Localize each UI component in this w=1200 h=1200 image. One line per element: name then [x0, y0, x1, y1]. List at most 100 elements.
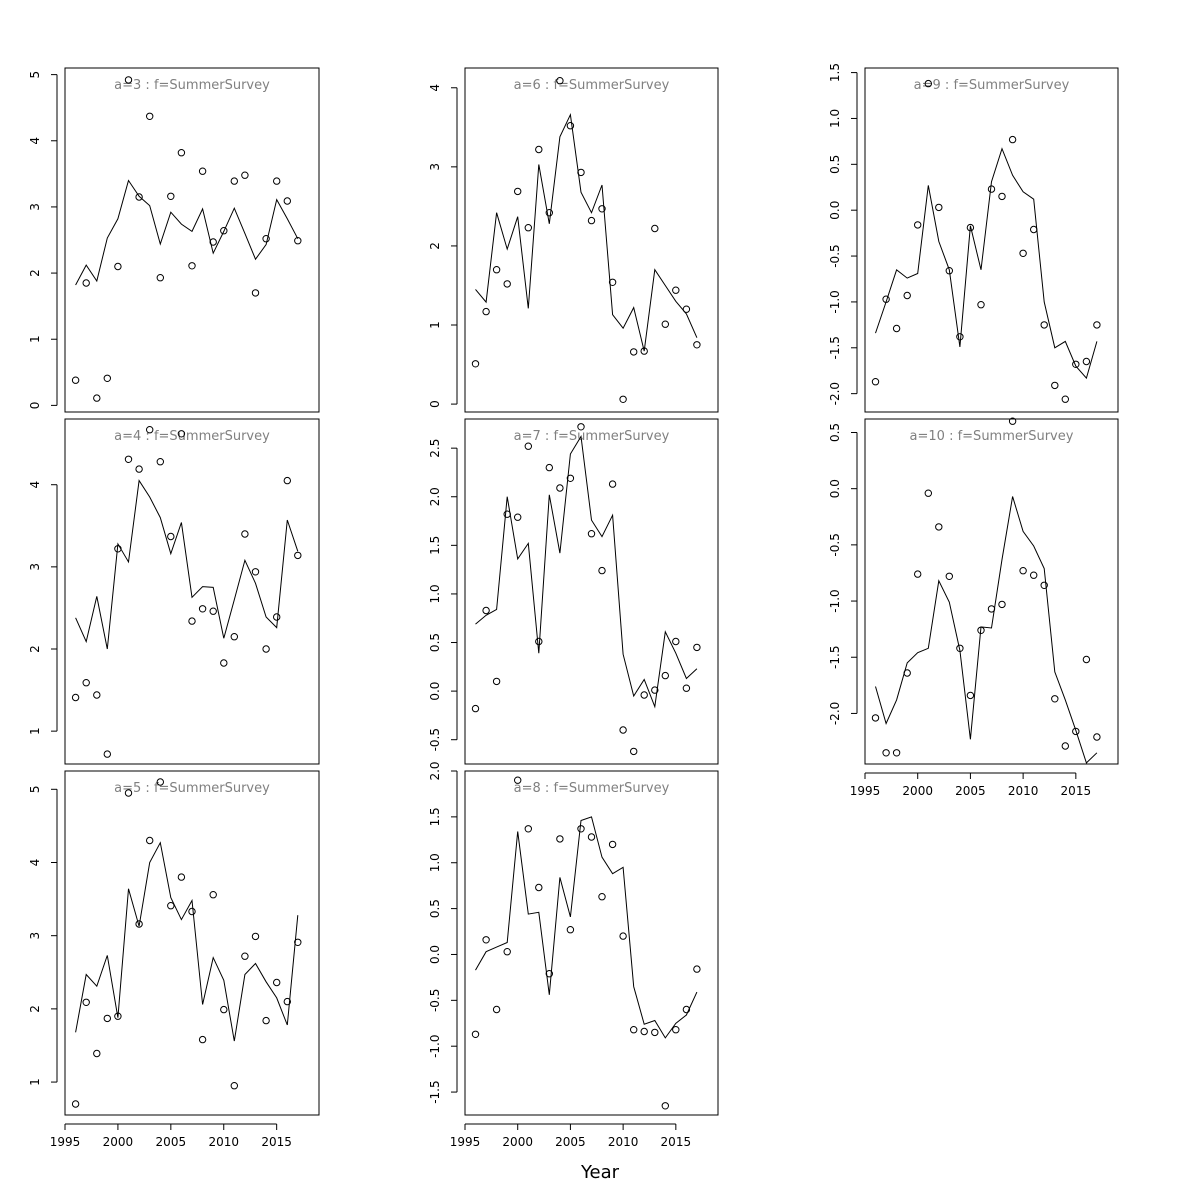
- observed-point: [945, 267, 953, 275]
- observed-point: [294, 938, 302, 946]
- observed-point: [651, 686, 659, 694]
- y-tick-label: 4: [28, 137, 42, 145]
- x-tick-label: 2005: [156, 1135, 187, 1149]
- y-tick-label: 0: [28, 402, 42, 410]
- observed-point: [482, 936, 490, 944]
- observed-point: [587, 530, 596, 538]
- observed-point: [251, 289, 260, 297]
- panel-title: a=7 : f=SummerSurvey: [514, 429, 670, 444]
- observed-point: [220, 659, 228, 667]
- observed-point: [241, 952, 249, 960]
- observed-point: [545, 970, 553, 978]
- observed-point: [283, 197, 291, 205]
- observed-point: [82, 998, 90, 1006]
- observed-point: [503, 280, 511, 288]
- observed-point: [682, 305, 691, 313]
- observed-point: [273, 978, 281, 987]
- observed-point: [230, 177, 239, 185]
- panel-title: a=3 : f=SummerSurvey: [114, 78, 270, 93]
- observed-point: [566, 122, 575, 130]
- observed-point: [672, 286, 680, 294]
- panel-frame: [464, 418, 719, 765]
- fitted-line: [475, 435, 698, 709]
- observed-point: [198, 167, 207, 175]
- observed-point: [1008, 135, 1017, 144]
- observed-point: [608, 278, 617, 286]
- observed-point: [619, 932, 627, 940]
- observed-point: [1093, 321, 1101, 329]
- x-tick-label: 2010: [608, 1135, 639, 1149]
- observed-point: [220, 227, 228, 235]
- observed-point: [198, 1035, 207, 1044]
- observed-point: [188, 262, 196, 270]
- observed-point: [492, 266, 501, 274]
- x-tick-label: 1995: [50, 1135, 81, 1149]
- observed-point: [146, 112, 154, 121]
- observed-point: [545, 463, 553, 472]
- observed-point: [135, 193, 143, 201]
- y-tick-label: 1.5: [428, 536, 442, 555]
- observed-point: [1040, 321, 1048, 329]
- panel-frame: [464, 67, 719, 413]
- observed-point: [914, 570, 922, 578]
- observed-point: [682, 684, 691, 692]
- y-tick-label: 1.0: [428, 853, 442, 872]
- observed-point: [640, 1027, 648, 1036]
- observed-point: [977, 301, 985, 309]
- y-tick-label: 5: [28, 71, 42, 79]
- observed-point: [167, 532, 175, 541]
- observed-point: [93, 1049, 101, 1058]
- observed-point: [998, 192, 1006, 201]
- x-tick-label: 2015: [261, 1135, 292, 1149]
- observed-point: [503, 948, 511, 956]
- observed-point: [146, 426, 154, 434]
- observed-point: [651, 1028, 659, 1037]
- observed-point: [587, 833, 596, 841]
- observed-point: [871, 714, 880, 722]
- observed-point: [1072, 360, 1080, 368]
- observed-point: [693, 341, 701, 349]
- observed-point: [156, 778, 165, 786]
- fitted-line: [875, 496, 1098, 764]
- observed-point: [1051, 381, 1059, 390]
- observed-point: [956, 333, 964, 341]
- observed-point: [471, 1030, 480, 1039]
- observed-point: [693, 965, 701, 973]
- observed-point: [619, 726, 627, 734]
- y-tick-label: 0.0: [828, 479, 842, 498]
- x-tick-label: 2005: [555, 1135, 586, 1149]
- y-tick-label: 3: [28, 932, 42, 940]
- observed-point: [82, 679, 90, 687]
- observed-point: [188, 907, 196, 916]
- observed-point: [524, 825, 532, 833]
- panel-frame: [464, 770, 719, 1116]
- fitted-line: [75, 179, 299, 286]
- observed-point: [1051, 695, 1059, 703]
- panel-title: a=8 : f=SummerSurvey: [514, 781, 670, 796]
- observed-point: [514, 187, 522, 196]
- fitted-line: [475, 816, 698, 1039]
- observed-point: [630, 747, 638, 756]
- y-tick-label: 2: [28, 269, 42, 277]
- panel-7: a=9 : f=SummerSurvey -2.0 -1.5 -1.0 -0.5 0.0 0…: [828, 63, 1119, 413]
- panel-title: a=10 : f=SummerSurvey: [910, 429, 1074, 444]
- observed-point: [914, 221, 922, 229]
- observed-point: [661, 320, 669, 328]
- y-tick-label: -0.5: [428, 728, 442, 751]
- observed-point: [630, 348, 638, 356]
- observed-point: [251, 568, 260, 576]
- observed-point: [892, 324, 901, 333]
- y-tick-label: -1.5: [428, 1080, 442, 1103]
- y-tick-label: 0.5: [428, 633, 442, 652]
- observed-point: [577, 423, 585, 431]
- x-tick-label: 1995: [850, 784, 881, 798]
- panel-frame: [864, 67, 1119, 413]
- observed-point: [93, 394, 101, 402]
- observed-point: [262, 235, 270, 243]
- observed-point: [651, 224, 659, 233]
- y-tick-label: 4: [28, 859, 42, 867]
- observed-point: [935, 203, 943, 212]
- y-tick-label: 1.5: [828, 63, 842, 82]
- observed-point: [545, 209, 553, 217]
